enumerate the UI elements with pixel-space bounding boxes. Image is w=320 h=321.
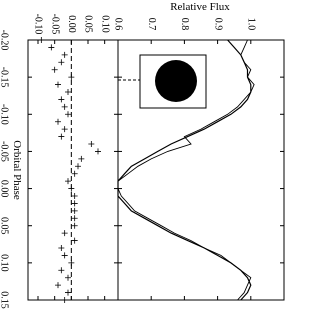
x-axis-label: Orbital Phase	[11, 140, 23, 200]
x-tick-label: -0.15	[0, 67, 10, 88]
residual-point	[58, 96, 65, 103]
residual-point	[95, 148, 101, 155]
residual-point	[55, 118, 61, 125]
x-tick-label: 0.15	[0, 291, 10, 309]
inset	[118, 54, 207, 109]
residual-point	[68, 259, 75, 266]
y2-tick-label: 0.10	[99, 15, 110, 33]
residual-point	[55, 81, 61, 88]
residual-point	[65, 274, 71, 281]
residual-point	[51, 66, 58, 73]
residual-point	[61, 126, 68, 133]
residual-point	[71, 170, 78, 177]
residual-point	[61, 252, 68, 259]
residual-point	[58, 59, 65, 66]
y-tick-label: 1.0	[246, 18, 257, 31]
y-tick-label: 0.7	[146, 18, 157, 31]
y2-tick-label: 0.00	[66, 15, 77, 33]
x-tick-label: 0.05	[0, 217, 10, 235]
y-tick-label: 0.6	[113, 18, 124, 31]
star-disk	[155, 60, 197, 102]
residual-point	[65, 178, 71, 185]
flux-frame	[117, 39, 285, 301]
observed-line	[117, 39, 255, 301]
residual-frame	[27, 39, 119, 301]
residual-point	[88, 141, 95, 147]
x-tick-label: 0.10	[0, 254, 10, 272]
residual-point	[38, 37, 45, 43]
residual-point	[68, 185, 75, 192]
residual-point	[61, 103, 68, 110]
residual-point	[65, 89, 71, 95]
residual-point	[61, 297, 68, 303]
y-tick-label: 0.9	[212, 18, 223, 31]
residual-point	[68, 74, 75, 81]
x-tick-label: 0.00	[0, 180, 10, 198]
residual-point	[58, 245, 65, 251]
residual-point	[71, 200, 78, 207]
residual-point	[58, 133, 65, 140]
residual-point	[65, 289, 71, 296]
y2-tick-label: 0.05	[83, 15, 94, 33]
residual-point	[48, 44, 55, 51]
model-line	[117, 39, 252, 301]
chart: Relative Flux Orbital Phase -0.20 -0.15 -0…	[0, 1, 285, 309]
residual-point	[61, 230, 68, 237]
y-tick-label: 0.8	[179, 18, 190, 31]
x-tick-label: -0.20	[0, 30, 10, 51]
y2-tick-label: -0.05	[49, 14, 60, 35]
chart-title: Relative Flux	[170, 1, 230, 13]
residual-point	[61, 51, 68, 58]
y2-tick-label: -0.10	[33, 14, 44, 35]
residual-point	[71, 222, 78, 229]
x-tick-label: -0.10	[0, 104, 10, 125]
residual-point	[58, 267, 65, 274]
residual-point	[71, 215, 78, 222]
residual-point	[71, 193, 78, 199]
residual-point	[78, 155, 85, 162]
residual-point	[71, 237, 78, 244]
x-tick-label: -0.05	[0, 141, 10, 162]
residual-point	[55, 282, 61, 289]
residual-point	[65, 111, 71, 118]
residual-point	[71, 207, 78, 214]
residual-point	[75, 163, 81, 170]
